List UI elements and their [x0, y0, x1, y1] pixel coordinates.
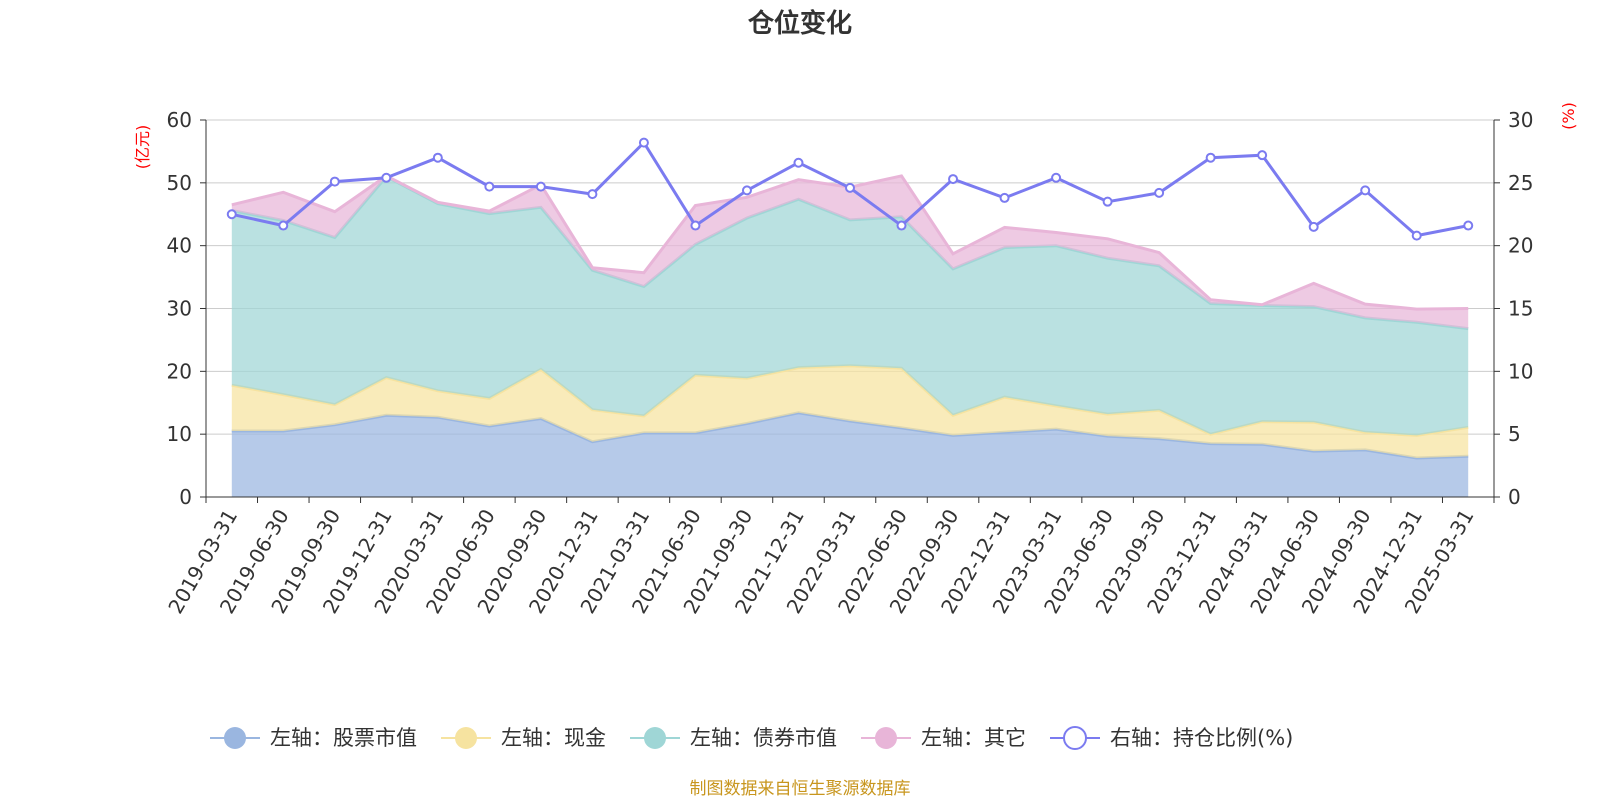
- ratio-point: [793, 157, 804, 168]
- right-tick-label: 15: [1508, 297, 1533, 321]
- legend: 左轴：股票市值 左轴：现金 左轴：债券市值 左轴：其它 右轴：持仓比例(%): [210, 726, 1293, 750]
- ratio-point: [690, 220, 701, 231]
- ratio-point: [278, 220, 289, 231]
- ratio-point: [948, 174, 959, 185]
- ratio-point: [1205, 152, 1216, 163]
- ratio-point: [535, 181, 546, 192]
- left-tick-label: 0: [179, 485, 192, 509]
- ratio-point: [1257, 150, 1268, 161]
- right-tick-label: 20: [1508, 234, 1533, 258]
- left-tick-label: 20: [167, 359, 192, 383]
- stacked-areas: [231, 174, 1469, 497]
- legend-label: 左轴：股票市值: [270, 726, 417, 750]
- left-tick-label: 50: [167, 171, 192, 195]
- area-series-4: [231, 175, 1469, 329]
- legend-label: 左轴：其它: [921, 726, 1026, 750]
- legend-item-1: 左轴：股票市值: [210, 726, 417, 750]
- ratio-point: [484, 181, 495, 192]
- right-tick-label: 25: [1508, 171, 1533, 195]
- legend-label: 左轴：现金: [501, 726, 606, 750]
- right-tick-label: 30: [1508, 108, 1533, 132]
- legend-marker: [1063, 726, 1087, 750]
- chart-title: 仓位变化: [747, 8, 852, 39]
- legend-marker: [224, 727, 246, 749]
- area-series-2: [231, 365, 1469, 458]
- right-tick-label: 5: [1508, 422, 1521, 446]
- ratio-point: [587, 189, 598, 200]
- right-tick-label: 0: [1508, 485, 1521, 509]
- ratio-point: [999, 192, 1010, 203]
- ratio-point: [381, 172, 392, 183]
- ratio-point: [896, 220, 907, 231]
- left-tick-label: 10: [167, 422, 192, 446]
- ratio-point: [845, 182, 855, 193]
- area-series-3: [231, 176, 1469, 436]
- source-note: 制图数据来自恒生聚源数据库: [690, 779, 911, 799]
- legend-marker: [875, 727, 897, 749]
- legend-label: 左轴：债券市值: [690, 726, 837, 750]
- legend-item-5: 右轴：持仓比例(%): [1050, 726, 1293, 750]
- ratio-point: [638, 137, 649, 148]
- ratio-point: [1102, 196, 1113, 207]
- ratio-point: [1308, 221, 1319, 232]
- ratio-point: [1411, 230, 1422, 241]
- right-axis-unit: (%): [1559, 102, 1578, 130]
- ratio-point: [432, 152, 443, 163]
- left-axis-unit: (亿元): [133, 125, 152, 170]
- right-tick-label: 10: [1508, 359, 1533, 383]
- left-tick-label: 40: [167, 234, 192, 258]
- left-tick-label: 60: [167, 108, 192, 132]
- legend-label: 右轴：持仓比例(%): [1110, 726, 1293, 750]
- ratio-point: [741, 185, 752, 196]
- ratio-point: [1463, 220, 1474, 231]
- left-tick-label: 30: [167, 297, 192, 321]
- legend-item-3: 左轴：债券市值: [630, 726, 837, 750]
- ratio-point: [1154, 187, 1165, 198]
- ratio-point: [329, 176, 340, 187]
- legend-item-4: 左轴：其它: [861, 726, 1026, 750]
- position-ratio-line: [226, 137, 1474, 241]
- legend-marker: [455, 727, 477, 749]
- ratio-point: [226, 209, 237, 220]
- area-series-1: [231, 412, 1469, 497]
- ratio-point: [1051, 172, 1062, 183]
- legend-marker: [644, 727, 666, 749]
- ratio-point: [1360, 185, 1371, 196]
- legend-item-2: 左轴：现金: [441, 726, 606, 750]
